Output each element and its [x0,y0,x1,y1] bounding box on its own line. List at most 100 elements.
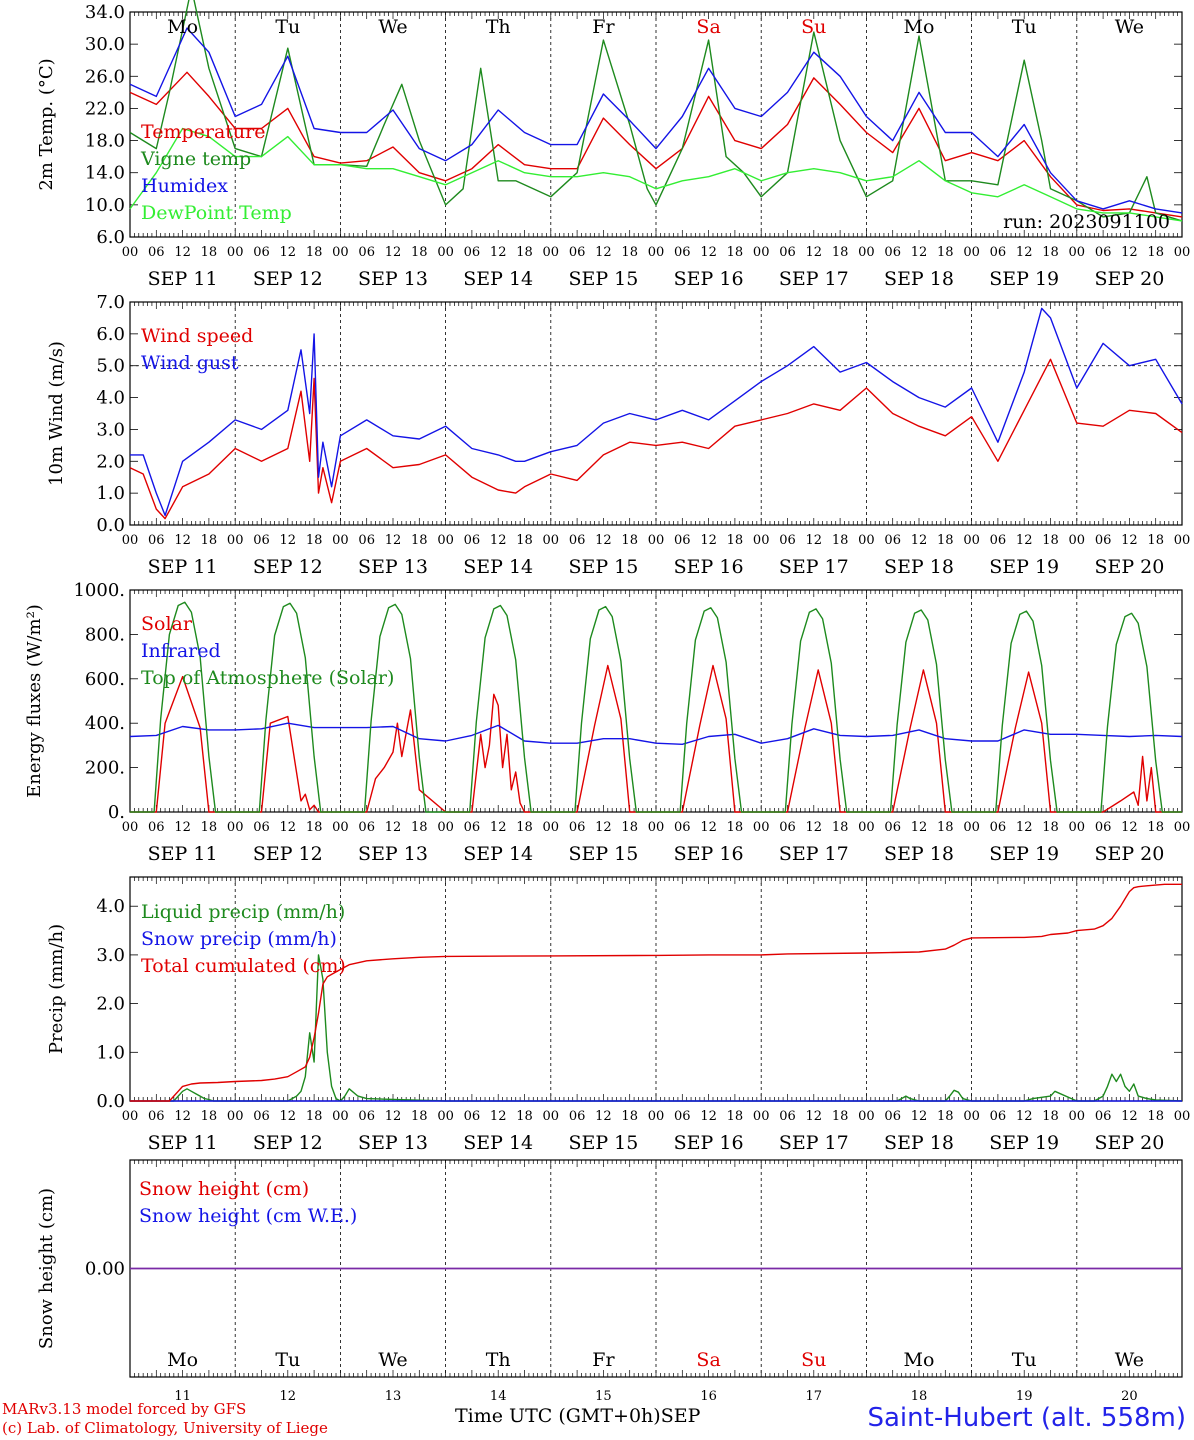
hour-label: 18 [727,245,744,260]
hour-label: 06 [464,533,481,548]
date-label: SEP 17 [779,843,849,865]
hour-label: 06 [779,533,796,548]
hour-label: 00 [858,820,875,835]
date-label: SEP 11 [148,268,218,290]
hour-label: 12 [174,533,191,548]
hour-label: 06 [464,245,481,260]
hour-label: 12 [1121,245,1138,260]
hour-label: 06 [990,245,1007,260]
y-tick-label: 1000. [73,580,125,601]
date-label: SEP 17 [779,268,849,290]
hour-label: 12 [700,820,717,835]
hour-label: 18 [727,1109,744,1124]
day-number-label: 14 [490,1389,507,1404]
y-tick-label: 0.0 [96,1091,125,1112]
hour-label: 06 [148,533,165,548]
day-number-label: 19 [1016,1389,1033,1404]
hour-label: 00 [963,245,980,260]
dow-label: We [1115,1349,1144,1371]
hour-label: 12 [700,245,717,260]
hour-label: 18 [411,245,428,260]
hour-label: 18 [516,1109,533,1124]
dow-label: Tu [1012,16,1037,38]
series-line-2 [129,722,1183,745]
hour-label: 12 [490,245,507,260]
hour-label: 00 [543,1109,560,1124]
hour-label: 12 [911,820,928,835]
hour-label: 06 [779,820,796,835]
hour-label: 18 [516,820,533,835]
dow-label: We [378,16,407,38]
hour-label: 12 [385,533,402,548]
hour-label: 12 [595,1109,612,1124]
hour-label: 06 [358,1109,375,1124]
hour-label: 06 [358,820,375,835]
date-label: SEP 18 [884,1132,954,1154]
date-label: SEP 19 [989,1132,1059,1154]
y-tick-label: 200. [85,758,125,779]
dow-label: We [378,1349,407,1371]
date-label: SEP 16 [674,1132,744,1154]
hour-label: 06 [569,245,586,260]
hour-label: 00 [437,1109,454,1124]
hour-label: 06 [358,245,375,260]
lab-credit: (c) Lab. of Climatology, University of L… [2,1419,328,1437]
dow-label: Su [801,16,826,38]
time-axis-label: Time UTC (GMT+0h)SEP [455,1405,700,1427]
y-tick-label: 400. [85,713,125,734]
hour-label: 12 [1016,1109,1033,1124]
hour-label: 12 [490,533,507,548]
date-label: SEP 20 [1094,1132,1164,1154]
y-tick-label: 1.0 [96,483,125,504]
y-tick-label: 1.0 [96,1042,125,1063]
dow-label: Tu [1012,1349,1037,1371]
hour-label: 00 [332,820,349,835]
date-label: SEP 15 [568,556,638,578]
y-tick-label: 2.0 [96,994,125,1015]
legend-entry: Top of Atmosphere (Solar) [141,667,394,689]
hour-label: 12 [911,533,928,548]
hour-label: 00 [753,1109,770,1124]
y-tick-label: 6.0 [96,324,125,345]
hour-label: 06 [148,1109,165,1124]
hour-label: 00 [227,1109,244,1124]
hour-label: 12 [911,245,928,260]
dow-label: Mo [167,1349,198,1371]
hour-label: 00 [753,245,770,260]
hour-label: 18 [411,533,428,548]
hour-label: 06 [253,533,270,548]
hour-label: 12 [280,533,297,548]
hour-label: 12 [280,245,297,260]
hour-label: 06 [358,533,375,548]
date-label: SEP 18 [884,843,954,865]
date-label: SEP 17 [779,556,849,578]
station-title: Saint-Hubert (alt. 558m) [867,1403,1186,1433]
date-label: SEP 20 [1094,556,1164,578]
hour-label: 00 [963,820,980,835]
hour-label: 06 [990,1109,1007,1124]
legend-entry: Temperature [141,121,265,143]
run-label: run: 2023091100 [1003,211,1170,233]
day-number-label: 12 [280,1389,297,1404]
hour-label: 12 [385,820,402,835]
dow-label: Sa [696,16,720,38]
chart-panel-2 [129,301,1183,526]
hour-label: 12 [174,1109,191,1124]
series-line-1 [129,358,1183,520]
hour-label: 18 [621,820,638,835]
hour-label: 00 [227,533,244,548]
dow-label: Su [801,1349,826,1371]
hour-label: 18 [937,820,954,835]
date-label: SEP 18 [884,556,954,578]
date-label: SEP 16 [674,843,744,865]
date-label: SEP 20 [1094,268,1164,290]
hour-label: 18 [516,533,533,548]
hour-label: 00 [963,1109,980,1124]
hour-label: 06 [990,533,1007,548]
hour-label: 18 [621,1109,638,1124]
date-label: SEP 11 [148,1132,218,1154]
hour-label: 18 [832,533,849,548]
chart-panel-4 [129,876,1183,1102]
dow-label: Fr [592,16,615,38]
